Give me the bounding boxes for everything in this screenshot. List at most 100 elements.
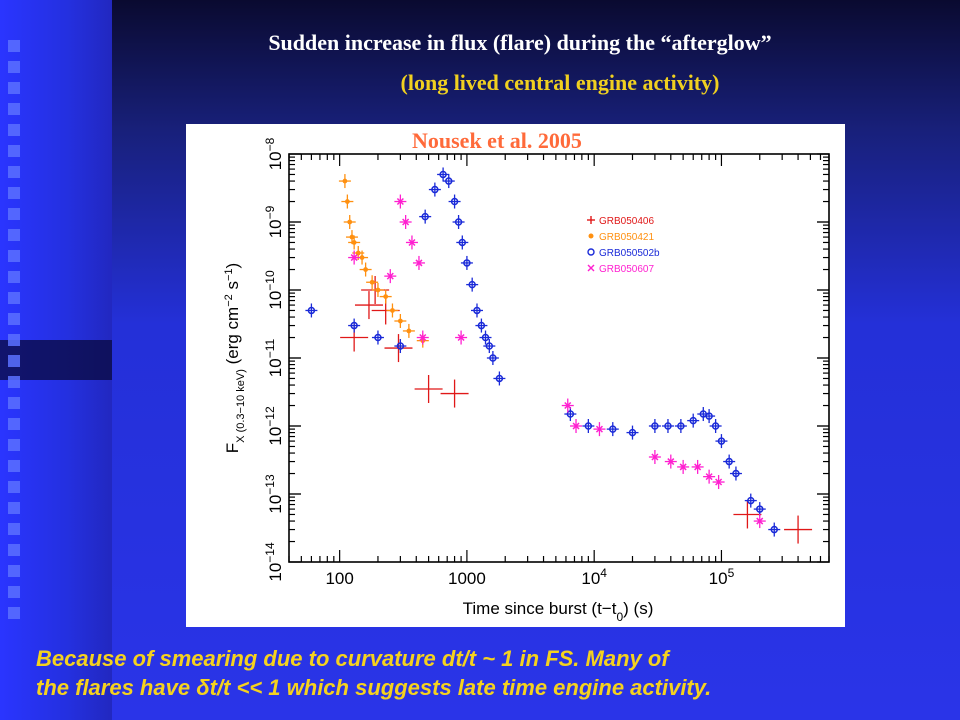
x-axis-label: Time since burst (t−t0) (s) <box>463 599 654 624</box>
data-point <box>450 197 459 206</box>
data-point <box>495 374 504 383</box>
y-tick-label: 10−12 <box>263 406 285 446</box>
data-point <box>566 410 575 418</box>
data-point <box>419 333 427 342</box>
decorative-square <box>8 208 20 220</box>
data-point <box>564 401 572 410</box>
data-point <box>408 238 416 247</box>
data-point <box>756 505 764 513</box>
data-point <box>463 259 471 267</box>
decorative-square <box>8 145 20 157</box>
decorative-square <box>8 481 20 493</box>
decorative-square <box>8 460 20 472</box>
legend-item: GRB050406 <box>587 216 654 227</box>
data-point <box>351 240 357 245</box>
data-point <box>350 321 358 330</box>
slide-subtitle: (long lived central engine activity) <box>400 70 720 95</box>
y-tick-label: 10−8 <box>263 137 285 170</box>
data-point <box>344 199 350 204</box>
decorative-square <box>8 229 20 241</box>
data-point <box>667 458 675 466</box>
caption-line-2: the flares have δt/t << 1 which suggests… <box>36 675 712 700</box>
data-point <box>679 463 687 471</box>
decorative-square <box>8 271 20 283</box>
decorative-square-column <box>8 40 26 628</box>
data-point <box>355 250 361 256</box>
data-point <box>651 422 659 430</box>
decorative-square <box>8 187 20 199</box>
y-tick-label: 10−13 <box>263 474 285 514</box>
data-point <box>369 279 375 285</box>
data-point <box>651 453 659 461</box>
series-grb050421 <box>338 174 429 348</box>
data-point <box>572 422 580 430</box>
data-point <box>689 416 697 425</box>
decorative-square <box>8 355 20 367</box>
data-point <box>664 422 672 430</box>
data-point <box>468 280 476 289</box>
decorative-square <box>8 250 20 262</box>
data-point <box>386 272 394 280</box>
data-point <box>350 254 358 262</box>
data-point <box>406 328 412 334</box>
data-point <box>677 422 685 430</box>
data-point <box>402 218 410 226</box>
data-point <box>396 342 405 350</box>
data-point <box>732 469 740 478</box>
legend-label: GRB050607 <box>599 264 654 275</box>
data-point <box>473 306 481 315</box>
data-point <box>756 517 764 525</box>
data-point <box>421 212 429 221</box>
data-point <box>396 197 404 206</box>
slide-title: Sudden increase in flux (flare) during t… <box>268 30 772 55</box>
legend-marker <box>587 248 595 256</box>
data-point <box>609 425 617 433</box>
data-point <box>705 412 713 420</box>
data-point <box>374 333 382 342</box>
decorative-square <box>8 544 20 556</box>
data-point <box>694 463 702 471</box>
data-point <box>595 425 603 433</box>
decorative-square <box>8 292 20 304</box>
data-point <box>477 321 486 330</box>
data-point <box>481 333 490 342</box>
x-tick-label: 105 <box>709 566 735 588</box>
data-point <box>725 457 733 466</box>
series-grb050502b <box>305 167 781 537</box>
data-point <box>431 185 439 194</box>
x-tick-label: 1000 <box>448 569 486 588</box>
decorative-square <box>8 376 20 388</box>
decorative-square <box>8 439 20 451</box>
data-point <box>375 287 381 293</box>
data-point <box>628 428 637 437</box>
series-grb050406 <box>340 276 813 544</box>
data-point <box>383 294 389 299</box>
y-tick-label: 10−9 <box>263 205 285 238</box>
decorative-square <box>8 124 20 136</box>
decorative-square <box>8 166 20 178</box>
data-point <box>359 255 365 260</box>
decorative-square <box>8 523 20 535</box>
y-axis-label: FX (0.3−10 keV) (erg cm−2 s−1) <box>223 263 247 453</box>
data-point <box>445 177 453 185</box>
legend-label: GRB050406 <box>599 216 654 227</box>
decorative-square <box>8 334 20 346</box>
decorative-square <box>8 586 20 598</box>
legend-item: GRB050502b <box>587 248 660 259</box>
data-point <box>390 308 395 313</box>
legend-label: GRB050502b <box>599 248 660 259</box>
data-point <box>439 170 447 179</box>
legend-marker <box>588 233 594 239</box>
data-point <box>415 259 423 267</box>
data-point <box>747 496 755 505</box>
decorative-square <box>8 565 20 577</box>
data-point <box>457 333 465 342</box>
y-tick-label: 10−14 <box>263 542 285 582</box>
decorative-square <box>8 313 20 325</box>
decorative-square <box>8 82 20 94</box>
axis-ticks <box>288 153 830 563</box>
decorative-square <box>8 61 20 73</box>
data-point <box>711 422 720 430</box>
decorative-square <box>8 607 20 619</box>
x-tick-label: 100 <box>325 569 353 588</box>
